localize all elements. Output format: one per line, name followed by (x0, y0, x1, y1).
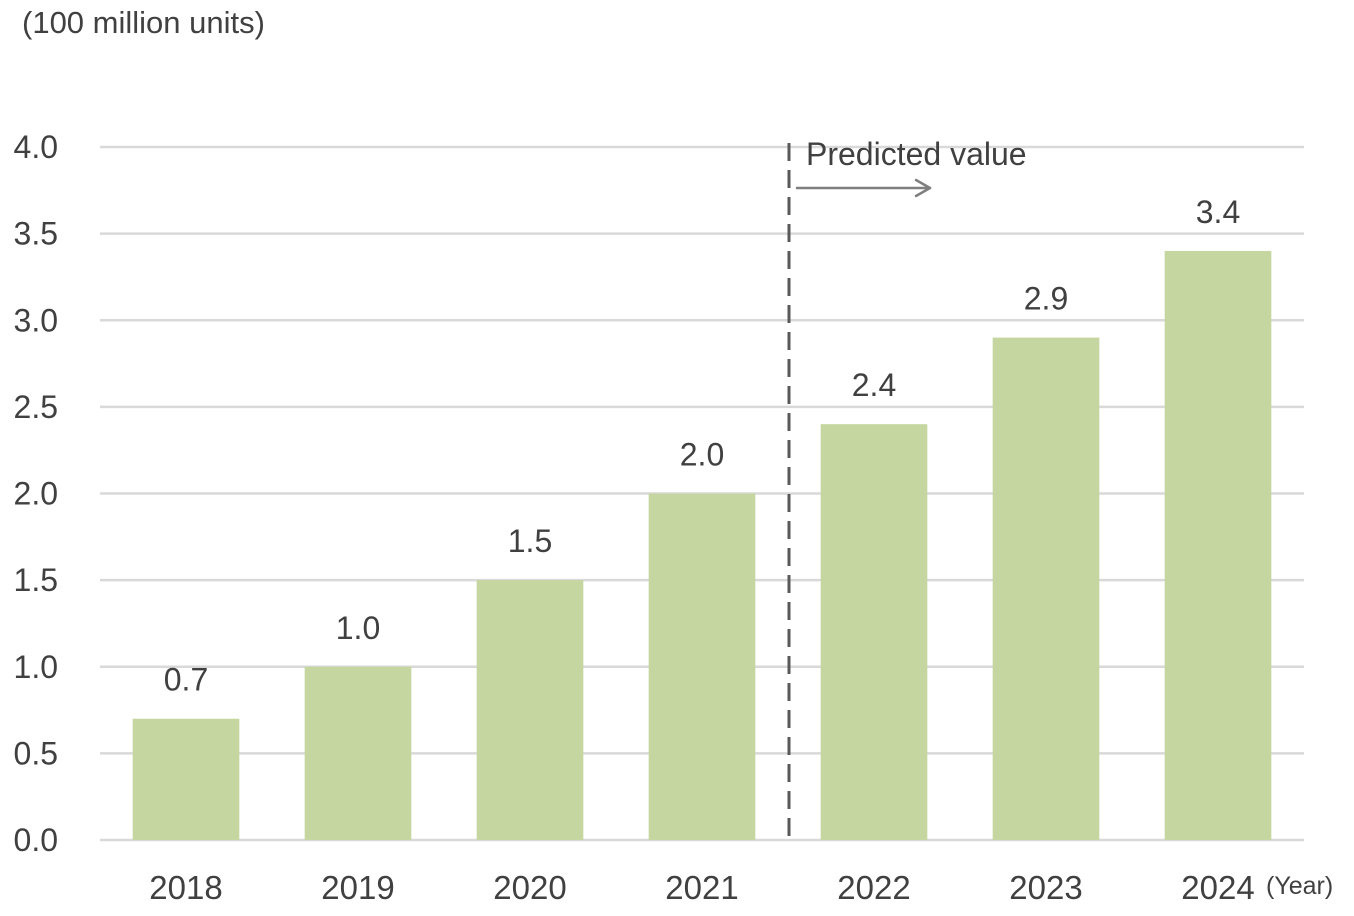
y-tick-label: 2.0 (14, 476, 58, 512)
y-tick-label: 1.5 (14, 562, 58, 598)
data-label: 3.4 (1196, 194, 1240, 230)
data-label: 0.7 (164, 662, 208, 698)
bar (132, 718, 240, 840)
x-axis-label: (Year) (1266, 872, 1333, 900)
y-tick-label: 3.5 (14, 216, 58, 252)
bar (1164, 250, 1272, 840)
x-tick-label: 2023 (1009, 869, 1082, 906)
predicted-arrow-head (914, 178, 932, 198)
y-tick-label: 2.5 (14, 389, 58, 425)
x-tick-label: 2021 (665, 869, 738, 906)
data-label: 2.9 (1024, 281, 1068, 317)
y-tick-label: 4.0 (14, 129, 58, 165)
predicted-arrow-icon (795, 178, 932, 198)
data-label: 2.4 (852, 367, 896, 403)
bar (304, 666, 412, 840)
chart-text-layer: 0.0 0.5 1.0 1.5 2.0 2.5 3.0 3.5 4.0 0.7 2018 1.0 201… (14, 129, 1255, 906)
y-tick-label: 0.0 (14, 822, 58, 858)
data-label: 1.0 (336, 610, 380, 646)
x-tick-label: 2020 (493, 869, 566, 906)
bars-layer (132, 250, 1272, 840)
bar (476, 580, 584, 840)
x-tick-label: 2024 (1181, 869, 1254, 906)
data-label: 2.0 (680, 437, 724, 473)
y-tick-label: 3.0 (14, 302, 58, 338)
y-tick-label: 0.5 (14, 735, 58, 771)
bar (992, 337, 1100, 840)
predicted-value-label: Predicted value (806, 136, 1027, 172)
y-axis-unit-label: (100 million units) (22, 5, 265, 40)
x-tick-label: 2022 (837, 869, 910, 906)
x-tick-label: 2019 (321, 869, 394, 906)
data-label: 1.5 (508, 523, 552, 559)
x-tick-label: 2018 (149, 869, 222, 906)
bar (648, 493, 756, 840)
y-tick-label: 1.0 (14, 649, 58, 685)
bar (820, 424, 928, 840)
